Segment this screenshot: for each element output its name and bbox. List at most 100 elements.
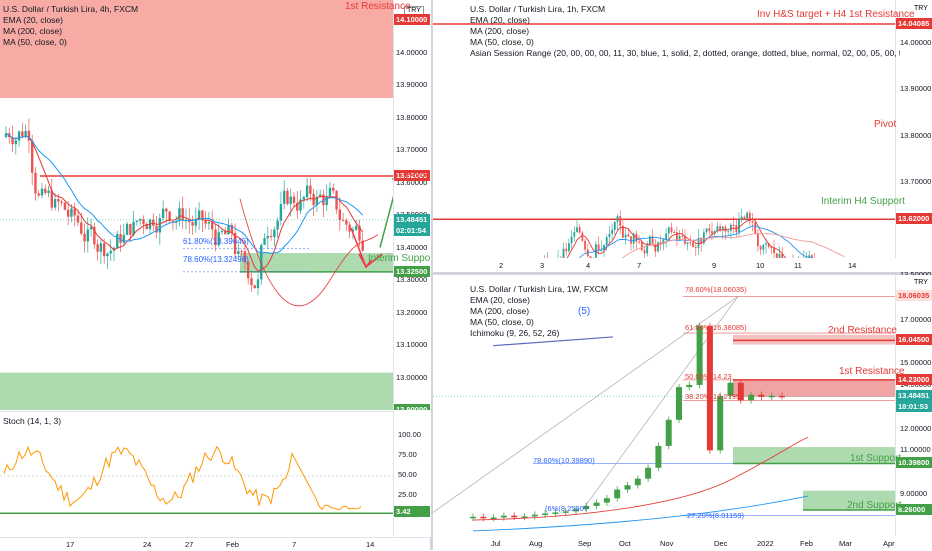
indicator-ma50[interactable]: MA (50, close, 0) xyxy=(470,317,608,328)
indicator-ma200[interactable]: MA (200, close) xyxy=(3,26,138,37)
candle-body xyxy=(655,446,661,468)
candle-body xyxy=(576,227,578,232)
indicator-ma200[interactable]: MA (200, close) xyxy=(470,26,900,37)
ytick: 13.90000 xyxy=(396,80,427,89)
ytick: 13.20000 xyxy=(396,308,427,317)
candle-body xyxy=(250,278,252,285)
stoch-ytick: 75.00 xyxy=(398,450,417,459)
ytick: 12.00000 xyxy=(900,424,931,433)
indicator-asian-session[interactable]: Asian Session Range (20, 00, 00, 00, 11,… xyxy=(470,48,900,59)
candle-body xyxy=(123,235,125,243)
br-chart-panel[interactable]: U.S. Dollar / Turkish Lira, 1W, FXCM EMA… xyxy=(433,275,932,536)
candle-body xyxy=(77,215,79,222)
candle-body xyxy=(227,225,229,234)
candle-body xyxy=(182,208,184,220)
candle-body xyxy=(762,245,764,250)
candle-body xyxy=(681,236,683,237)
candle-body xyxy=(744,217,746,218)
candle-body xyxy=(335,191,337,210)
candle-body xyxy=(733,225,735,226)
indicator-ma200[interactable]: MA (200, close) xyxy=(470,306,608,317)
candle-body xyxy=(630,236,632,243)
candle-body xyxy=(614,222,616,230)
ema-20-line xyxy=(469,219,844,259)
candle-body xyxy=(563,249,565,258)
candle-body xyxy=(565,249,567,251)
candle-body xyxy=(342,220,344,221)
candle-body xyxy=(676,387,682,420)
candle-body xyxy=(627,235,629,237)
candle-body xyxy=(237,251,239,254)
currency-label: TRY xyxy=(914,5,928,12)
candle-body xyxy=(283,191,285,204)
candle-body xyxy=(247,262,249,278)
candle-body xyxy=(584,241,586,250)
fib-382-label: 38.20%(13.27992 xyxy=(685,392,744,401)
left-chart-panel[interactable]: U.S. Dollar / Turkish Lira, 4h, FXCM EMA… xyxy=(0,0,430,410)
candle-body xyxy=(666,420,672,446)
candle-body xyxy=(707,326,713,450)
xtick: 4 xyxy=(586,261,590,270)
xtick: 17 xyxy=(66,540,74,549)
indicator-ma50[interactable]: MA (50, close, 0) xyxy=(3,37,138,48)
candle-body xyxy=(760,246,762,249)
current-price-tag: 13.48451 xyxy=(896,390,932,401)
symbol-title: U.S. Dollar / Turkish Lira, 1W, FXCM xyxy=(470,284,608,295)
candle-body xyxy=(221,231,223,232)
candle-body xyxy=(41,189,43,196)
stoch-panel[interactable]: Stoch (14, 1, 3) xyxy=(0,411,430,538)
candle-body xyxy=(280,204,282,221)
candle-body xyxy=(306,186,308,197)
stoch-k-line xyxy=(4,447,361,510)
candle-body xyxy=(582,233,584,241)
left-price-axis-strip[interactable]: 14.1000014.0000013.9000013.8000013.70000… xyxy=(393,0,431,410)
candle-body xyxy=(326,197,328,206)
indicator-ma50[interactable]: MA (50, close, 0) xyxy=(470,37,900,48)
candle-body xyxy=(673,232,675,233)
left-chart-canvas[interactable] xyxy=(0,0,430,410)
ytick: 13.90000 xyxy=(900,84,931,93)
br-price-axis[interactable]: 17.0000015.0000014.0000012.0000011.00000… xyxy=(895,275,932,536)
tr-price-axis[interactable]: 14.0000013.9000013.8000013.7000013.50000… xyxy=(895,0,932,258)
candle-body xyxy=(686,385,692,387)
candle-body xyxy=(116,234,118,248)
candle-body xyxy=(491,517,497,519)
indicator-ema[interactable]: EMA (20, close) xyxy=(3,15,138,26)
stoch-value-tag: 3.42 xyxy=(394,506,430,517)
stoch-title[interactable]: Stoch (14, 1, 3) xyxy=(3,416,61,427)
indicator-ema[interactable]: EMA (20, close) xyxy=(470,15,900,26)
xtick: Jul xyxy=(491,539,501,548)
indicator-ema[interactable]: EMA (20, close) xyxy=(470,295,608,306)
candle-body xyxy=(725,227,727,232)
candle-body xyxy=(211,222,213,229)
current-price-tag: 13.48451 xyxy=(394,214,430,225)
fib-27-label: 27.20%(8.01159) xyxy=(687,511,744,520)
ma-50-line xyxy=(469,226,844,258)
bottom-price-tag: 12.90000 xyxy=(394,404,430,410)
indicator-ichimoku[interactable]: Ichimoku (9, 26, 52, 26) xyxy=(470,328,608,339)
ytick: 13.40000 xyxy=(396,243,427,252)
xtick: 2022 xyxy=(757,539,774,548)
candle-body xyxy=(708,228,710,231)
left-time-axis[interactable]: 17 24 27 Feb 7 14 xyxy=(0,537,430,551)
r2-label: 2nd Resistance xyxy=(828,325,897,336)
candle-body xyxy=(579,227,581,232)
left-chart-header: U.S. Dollar / Turkish Lira, 4h, FXCM EMA… xyxy=(3,4,138,48)
candle-body xyxy=(60,202,62,203)
s1-price-tag: 10.39800 xyxy=(896,457,932,468)
tr-chart-panel[interactable]: U.S. Dollar / Turkish Lira, 1h, FXCM EMA… xyxy=(433,0,932,258)
br-time-axis[interactable]: Jul Aug Sep Oct Nov Dec 2022 Feb Mar Apr xyxy=(433,536,932,550)
tr-time-axis[interactable]: 2 3 4 7 9 10 11 14 xyxy=(433,258,932,272)
candle-body xyxy=(671,227,673,232)
ytick: 13.80000 xyxy=(900,131,931,140)
candle-body xyxy=(609,234,611,237)
xtick: Feb xyxy=(226,540,239,549)
xtick: 11 xyxy=(794,261,802,270)
candle-body xyxy=(103,243,105,256)
candle-body xyxy=(165,209,167,212)
panel-divider-horizontal[interactable] xyxy=(433,272,932,275)
candle-body xyxy=(645,468,651,479)
ma-50-line xyxy=(473,496,808,531)
xtick: Oct xyxy=(619,539,631,548)
